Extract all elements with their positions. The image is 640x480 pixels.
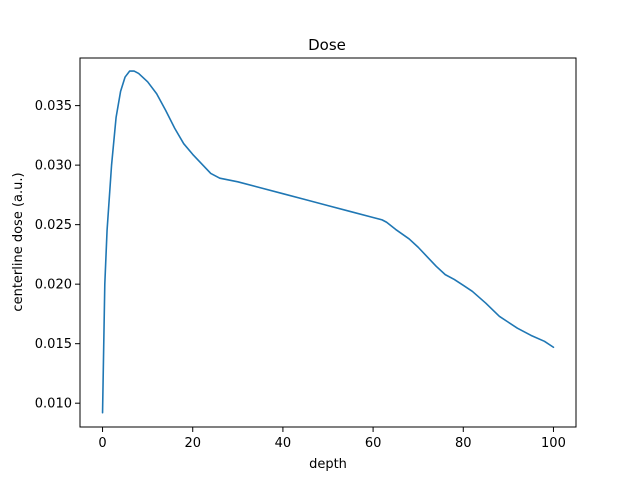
- y-tick-label: 0.010: [35, 397, 72, 412]
- y-axis-label: centerline dose (a.u.): [11, 172, 26, 311]
- y-tick-label: 0.030: [35, 159, 72, 174]
- x-tick-label: 40: [275, 436, 292, 451]
- x-tick-label: 60: [365, 436, 382, 451]
- x-axis: 0 20 40 60 80 100: [98, 427, 566, 451]
- y-tick-label: 0.020: [35, 278, 72, 293]
- axes-frame: [79, 57, 577, 428]
- x-tick-label: 100: [541, 436, 566, 451]
- plot-area: [101, 70, 555, 414]
- y-tick-label: 0.025: [35, 218, 72, 233]
- y-axis: 0.010 0.015 0.020 0.025 0.030 0.035: [35, 99, 80, 412]
- x-tick-label: 20: [184, 436, 201, 451]
- series-line: [101, 70, 555, 414]
- y-tick-label: 0.015: [35, 337, 72, 352]
- chart-title: Dose: [308, 36, 346, 54]
- x-tick-label: 0: [98, 436, 106, 451]
- x-axis-label: depth: [309, 457, 347, 472]
- x-tick-label: 80: [455, 436, 472, 451]
- y-tick-label: 0.035: [35, 99, 72, 114]
